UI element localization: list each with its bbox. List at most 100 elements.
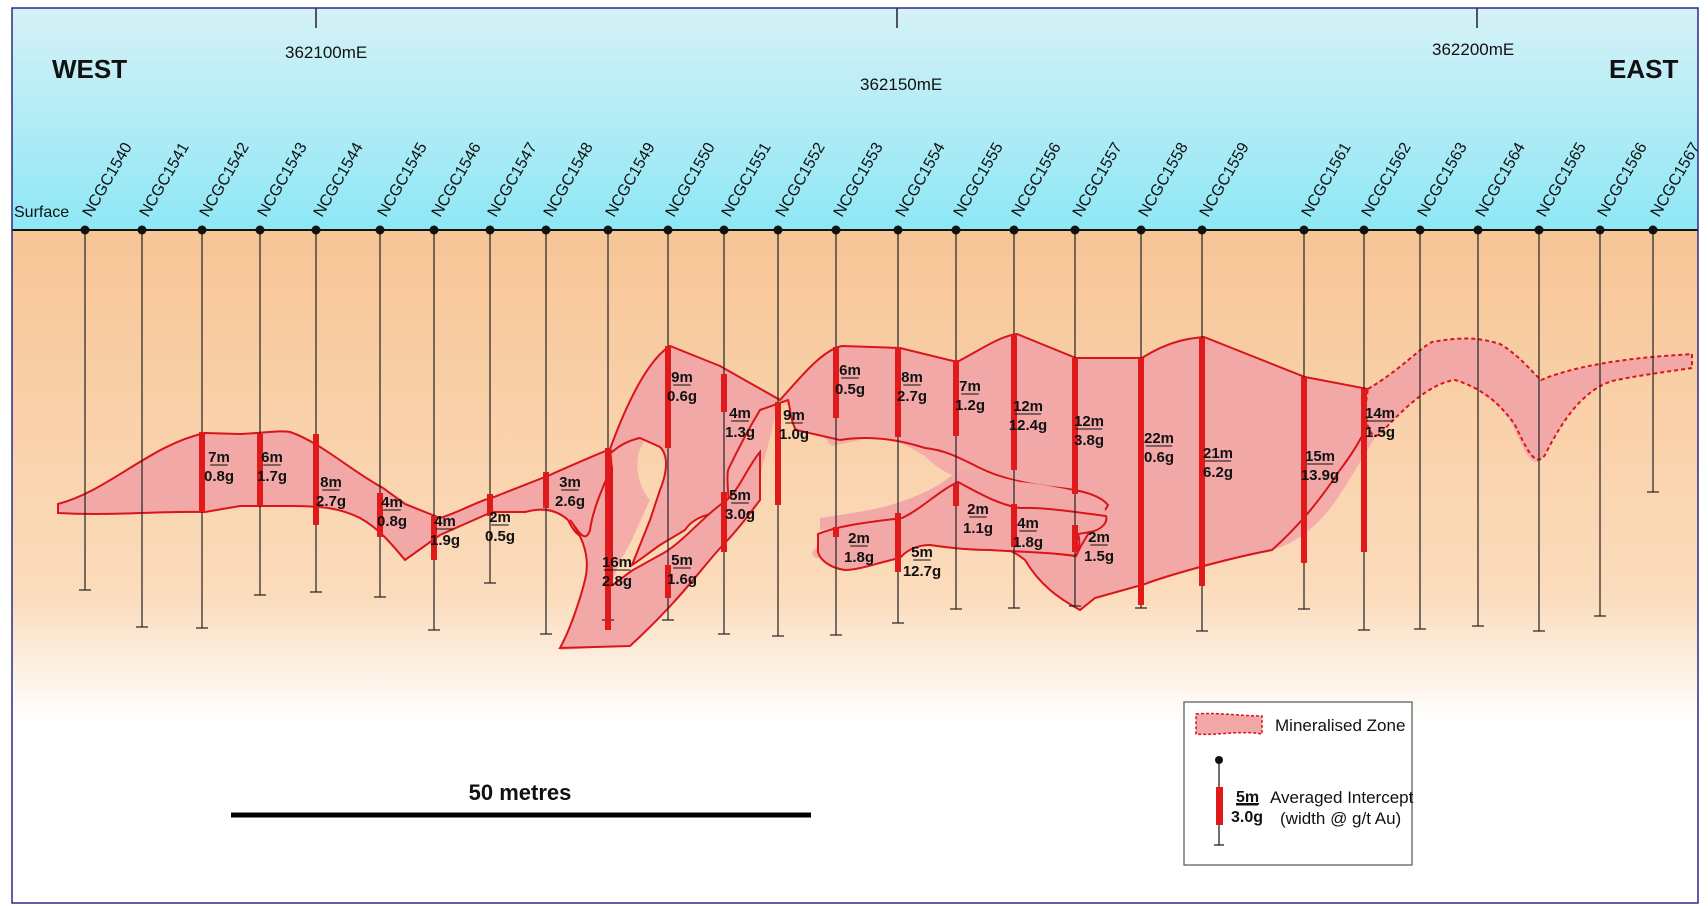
west-label: WEST	[52, 54, 127, 84]
intercept-grade: 1.6g	[667, 571, 697, 588]
intercept-grade: 12.4g	[1009, 417, 1047, 434]
intercept-width: 3m	[559, 474, 581, 491]
legend-intercept-bar	[1216, 787, 1223, 825]
intercept: 7m 1.2g	[953, 360, 985, 436]
drill-collar-marker	[1359, 225, 1369, 235]
intercept-bar	[775, 402, 781, 505]
scale-bar-label: 50 metres	[469, 780, 572, 805]
drill-collar-marker	[1070, 225, 1080, 235]
intercept-bar	[1011, 504, 1017, 547]
intercept: 4m 1.3g	[721, 374, 755, 441]
intercept-bar	[543, 472, 549, 508]
intercept: 16m 2.8g	[602, 448, 632, 630]
intercept-width: 16m	[602, 554, 632, 571]
intercept-grade: 3.0g	[725, 506, 755, 523]
intercept: 9m 0.6g	[665, 346, 697, 448]
drill-collar-marker	[663, 225, 673, 235]
intercept-grade: 0.8g	[204, 468, 234, 485]
drill-collar-marker	[429, 225, 439, 235]
intercept-width: 5m	[671, 552, 693, 569]
intercept-width: 2m	[848, 530, 870, 547]
intercept-grade: 0.8g	[377, 513, 407, 530]
intercept-grade: 2.8g	[602, 573, 632, 590]
intercept-bar	[665, 346, 671, 448]
drill-collar-marker	[603, 225, 613, 235]
intercept: 7m 0.8g	[199, 432, 234, 512]
intercept: 12m 12.4g	[1009, 334, 1047, 470]
intercepts: 7m 0.8g 6m 1.7g 8m 2.7g 4m 0.8g 4m 1.9g 2m 0.5g 3m 2.…	[199, 334, 1395, 630]
sky-band	[12, 8, 1698, 230]
drill-collar-marker	[80, 225, 90, 235]
intercept-width: 9m	[783, 407, 805, 424]
intercept: 5m 12.7g	[895, 513, 941, 580]
intercept-bar	[1138, 358, 1144, 605]
intercept-bar	[895, 513, 901, 572]
drill-collar-marker	[1534, 225, 1544, 235]
drill-collar-marker	[893, 225, 903, 235]
intercept-bar	[605, 448, 611, 630]
drill-collar-marker	[1136, 225, 1146, 235]
drill-collar-marker	[137, 225, 147, 235]
intercept-bar	[1199, 338, 1205, 586]
intercept: 5m 3.0g	[721, 487, 755, 552]
intercept: 3m 2.6g	[543, 472, 585, 510]
intercept-grade: 1.3g	[725, 424, 755, 441]
intercept-bar	[1072, 525, 1078, 552]
zone-east-tongue	[1364, 337, 1693, 461]
intercept-bar	[1301, 377, 1307, 563]
drill-collar-marker	[1595, 225, 1605, 235]
intercept-grade: 1.5g	[1365, 424, 1395, 441]
intercept-grade: 0.6g	[667, 388, 697, 405]
intercept-width: 9m	[671, 369, 693, 386]
intercept: 4m 1.9g	[430, 513, 460, 560]
intercept-grade: 12.7g	[903, 563, 941, 580]
intercept-width: 4m	[381, 494, 403, 511]
intercept: 14m 1.5g	[1361, 389, 1395, 552]
intercept-grade: 0.5g	[835, 381, 865, 398]
drill-collar-marker	[951, 225, 961, 235]
easting-label: 362200mE	[1432, 40, 1514, 59]
intercept-grade: 0.6g	[1144, 449, 1174, 466]
intercept-width: 5m	[729, 487, 751, 504]
intercept-grade: 1.8g	[844, 549, 874, 566]
intercept-bar	[257, 434, 263, 506]
intercept-width: 21m	[1203, 445, 1233, 462]
intercept-grade: 2.7g	[316, 493, 346, 510]
drill-collar-marker	[1009, 225, 1019, 235]
intercept-bar	[1361, 389, 1367, 552]
intercept: 2m 1.5g	[1072, 525, 1114, 565]
intercept: 21m 6.2g	[1199, 338, 1233, 586]
intercept: 6m 1.7g	[257, 434, 287, 506]
intercept: 8m 2.7g	[895, 347, 927, 437]
intercept-width: 22m	[1144, 430, 1174, 447]
intercept-bar	[431, 516, 437, 560]
drill-collar-marker	[311, 225, 321, 235]
intercept-width: 2m	[1088, 529, 1110, 546]
mineralised-zones	[57, 332, 1693, 650]
drill-collar-marker	[719, 225, 729, 235]
drill-collar-marker	[831, 225, 841, 235]
drill-collar-marker	[541, 225, 551, 235]
legend: Mineralised Zone 5m 3.0g Averaged Interc…	[1183, 701, 1414, 866]
intercept-width: 7m	[959, 378, 981, 395]
drill-collar-marker	[197, 225, 207, 235]
intercept-grade: 1.2g	[955, 397, 985, 414]
intercept-bar	[895, 347, 901, 437]
intercept: 22m 0.6g	[1138, 358, 1174, 605]
intercept-bar	[1072, 358, 1078, 494]
intercept-width: 5m	[911, 544, 933, 561]
intercept-grade: 13.9g	[1301, 467, 1339, 484]
east-label: EAST	[1609, 54, 1678, 84]
intercept: 5m 1.6g	[665, 552, 697, 598]
drill-collar-marker	[375, 225, 385, 235]
intercept-width: 12m	[1013, 398, 1043, 415]
intercept-width: 4m	[729, 405, 751, 422]
intercept-width: 8m	[320, 474, 342, 491]
easting-label: 362150mE	[860, 75, 942, 94]
drill-collar-marker	[1197, 225, 1207, 235]
intercept-bar	[833, 527, 839, 537]
diagram-frame	[11, 7, 1699, 904]
intercept-grade: 1.1g	[963, 520, 993, 537]
drill-collar-marker	[773, 225, 783, 235]
intercept-grade: 1.5g	[1084, 548, 1114, 565]
